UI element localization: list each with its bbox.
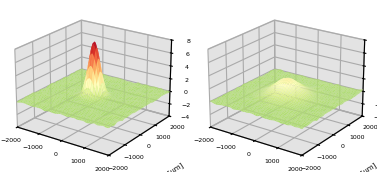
Y-axis label: Y [μm]: Y [μm] xyxy=(354,162,377,172)
Y-axis label: Y [μm]: Y [μm] xyxy=(161,162,184,172)
